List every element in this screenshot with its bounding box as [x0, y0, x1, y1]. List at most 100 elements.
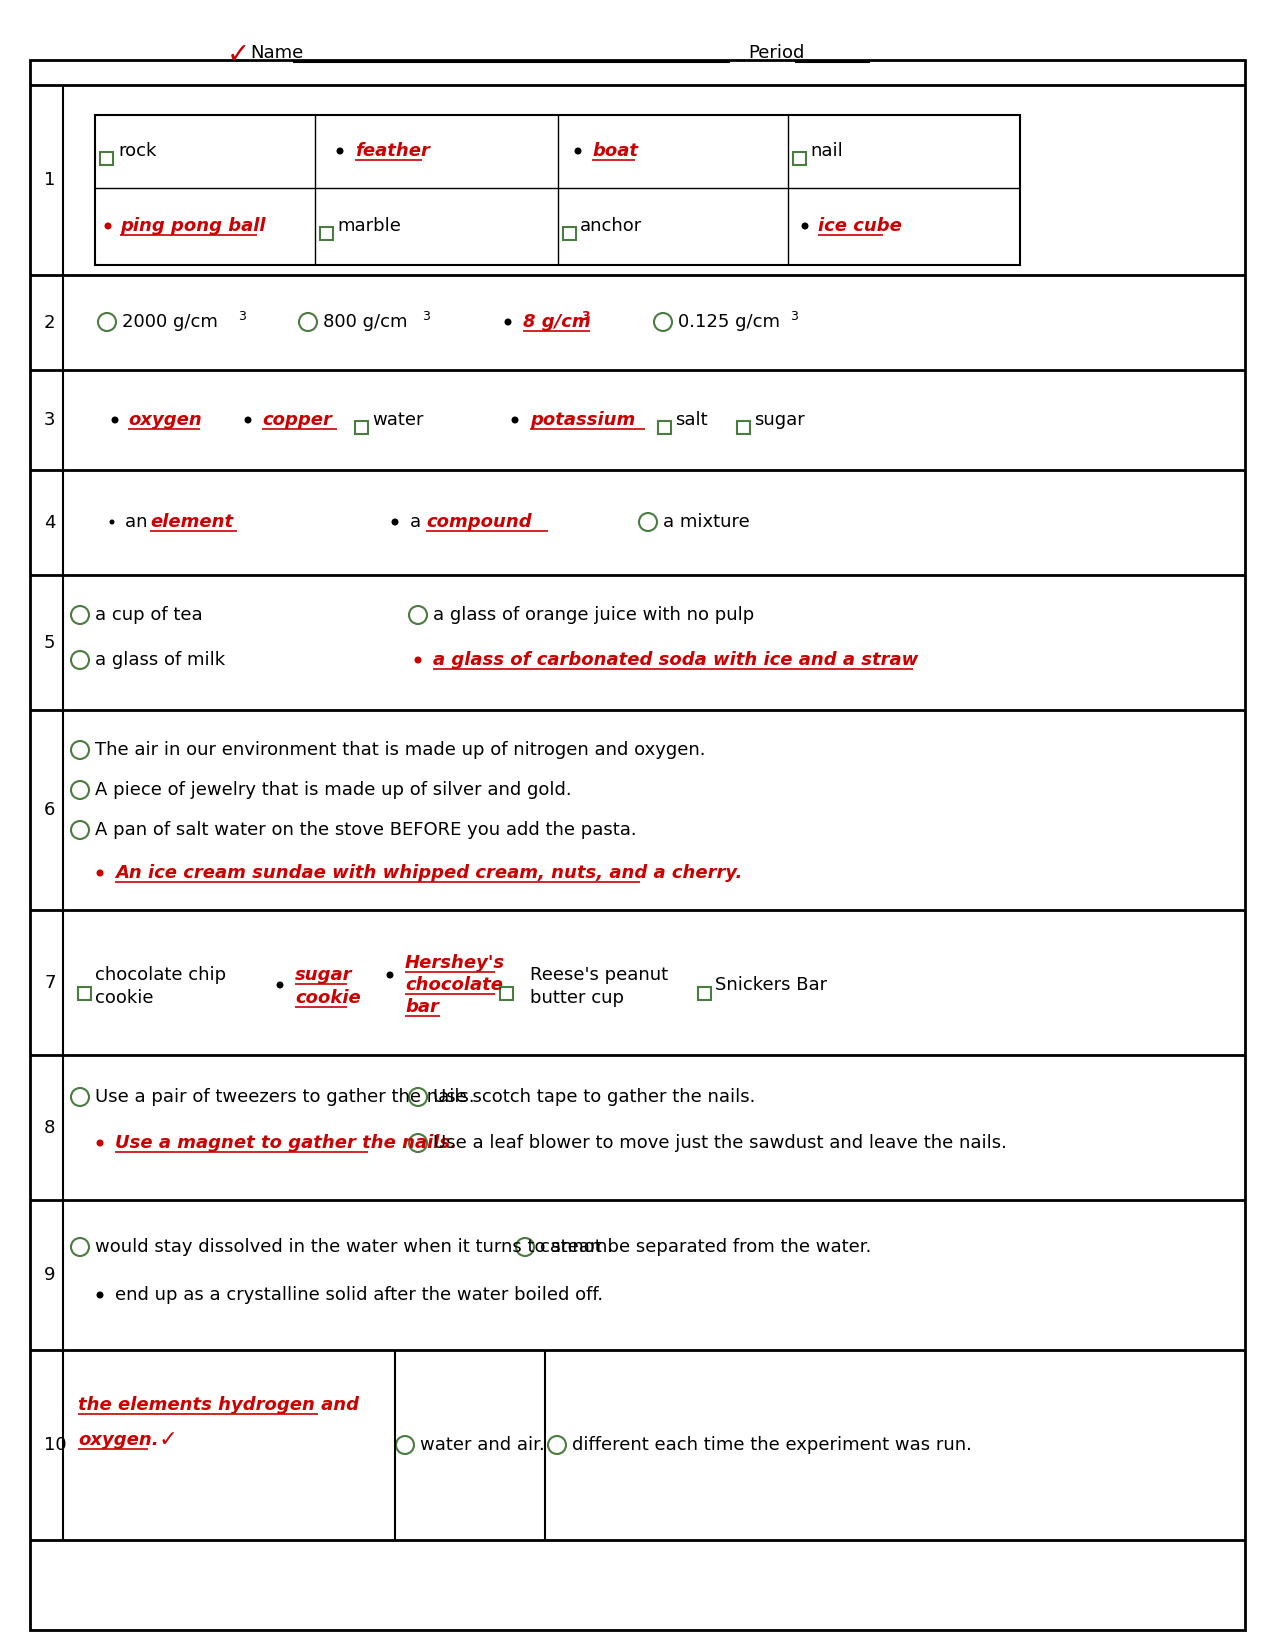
Text: butter cup: butter cup	[530, 989, 623, 1007]
Circle shape	[397, 1436, 414, 1455]
Text: cookie: cookie	[295, 989, 361, 1007]
Text: Period: Period	[748, 45, 805, 63]
Circle shape	[277, 981, 283, 989]
Circle shape	[386, 971, 394, 979]
Text: compound: compound	[426, 513, 532, 532]
Circle shape	[71, 606, 89, 624]
Text: A piece of jewelry that is made up of silver and gold.: A piece of jewelry that is made up of si…	[96, 781, 571, 799]
Text: 0.125 g/cm: 0.125 g/cm	[678, 314, 780, 330]
Bar	[320, 226, 333, 239]
Circle shape	[639, 513, 657, 532]
Text: 3: 3	[422, 309, 430, 322]
Text: 2000 g/cm: 2000 g/cm	[122, 314, 218, 330]
Circle shape	[71, 1238, 89, 1256]
Text: 4: 4	[45, 513, 56, 532]
Bar	[354, 421, 368, 434]
Text: 7: 7	[45, 974, 56, 992]
Text: 8: 8	[45, 1118, 55, 1136]
Text: element: element	[150, 513, 233, 532]
Circle shape	[71, 781, 89, 799]
Text: chocolate chip: chocolate chip	[96, 966, 226, 984]
Bar	[99, 152, 113, 165]
Text: anchor: anchor	[580, 216, 643, 234]
Text: a glass of carbonated soda with ice and a straw: a glass of carbonated soda with ice and …	[434, 650, 918, 669]
Text: feather: feather	[354, 142, 430, 160]
Text: a glass of orange juice with no pulp: a glass of orange juice with no pulp	[434, 606, 755, 624]
Text: cookie: cookie	[96, 989, 153, 1007]
Circle shape	[409, 606, 427, 624]
Circle shape	[516, 1238, 534, 1256]
Text: different each time the experiment was run.: different each time the experiment was r…	[572, 1436, 972, 1455]
Circle shape	[71, 650, 89, 669]
Text: Use a leaf blower to move just the sawdust and leave the nails.: Use a leaf blower to move just the sawdu…	[434, 1134, 1007, 1152]
Circle shape	[71, 821, 89, 839]
Text: 8 g/cm: 8 g/cm	[523, 314, 590, 330]
Circle shape	[409, 1134, 427, 1152]
Bar	[737, 421, 750, 434]
Circle shape	[548, 1436, 566, 1455]
Text: 3: 3	[45, 411, 56, 429]
Text: cannot be separated from the water.: cannot be separated from the water.	[541, 1238, 871, 1256]
Text: sugar: sugar	[295, 966, 352, 984]
Bar	[658, 421, 671, 434]
Circle shape	[391, 518, 399, 525]
Text: a cup of tea: a cup of tea	[96, 606, 203, 624]
Circle shape	[505, 319, 511, 325]
Bar	[697, 987, 711, 999]
Text: potassium: potassium	[530, 411, 635, 429]
Circle shape	[654, 314, 672, 330]
Text: Use a pair of tweezers to gather the nails.: Use a pair of tweezers to gather the nai…	[96, 1088, 474, 1106]
Circle shape	[575, 147, 581, 155]
Text: A pan of salt water on the stove BEFORE you add the pasta.: A pan of salt water on the stove BEFORE …	[96, 821, 636, 839]
Text: 3: 3	[238, 309, 246, 322]
Text: An ice cream sundae with whipped cream, nuts, and a cherry.: An ice cream sundae with whipped cream, …	[115, 863, 742, 882]
Text: 6: 6	[45, 801, 55, 819]
Text: salt: salt	[674, 411, 708, 429]
Text: 3: 3	[790, 309, 798, 322]
Text: water: water	[372, 411, 423, 429]
Text: the elements hydrogen and: the elements hydrogen and	[78, 1397, 360, 1413]
Circle shape	[409, 1088, 427, 1106]
Text: Hershey's: Hershey's	[405, 954, 505, 972]
Circle shape	[71, 1088, 89, 1106]
Text: a mixture: a mixture	[663, 513, 750, 532]
Text: nail: nail	[810, 142, 843, 160]
Text: a: a	[411, 513, 427, 532]
Text: 2: 2	[45, 314, 56, 332]
Text: oxygen.: oxygen.	[78, 1431, 158, 1450]
Text: 3: 3	[581, 309, 589, 322]
Text: an: an	[125, 513, 153, 532]
Bar	[96, 116, 1020, 266]
Text: Use scotch tape to gather the nails.: Use scotch tape to gather the nails.	[434, 1088, 755, 1106]
Text: 1: 1	[45, 172, 55, 188]
Text: ice cube: ice cube	[819, 216, 901, 234]
Text: copper: copper	[261, 411, 332, 429]
Text: Reese's peanut: Reese's peanut	[530, 966, 668, 984]
Text: a glass of milk: a glass of milk	[96, 650, 226, 669]
Text: Use a magnet to gather the nails.: Use a magnet to gather the nails.	[115, 1134, 456, 1152]
Circle shape	[110, 520, 115, 525]
Circle shape	[802, 223, 808, 229]
Text: water and air.: water and air.	[419, 1436, 544, 1455]
Circle shape	[71, 741, 89, 759]
Text: oxygen: oxygen	[128, 411, 201, 429]
Text: ping pong ball: ping pong ball	[120, 216, 265, 234]
Text: marble: marble	[337, 216, 400, 234]
Text: chocolate: chocolate	[405, 976, 504, 994]
Text: boat: boat	[592, 142, 638, 160]
Text: ✓: ✓	[227, 41, 250, 69]
Bar	[564, 226, 576, 239]
Text: ✓: ✓	[152, 1430, 177, 1450]
Circle shape	[414, 657, 422, 664]
Text: rock: rock	[119, 142, 157, 160]
Circle shape	[337, 147, 343, 155]
Text: end up as a crystalline solid after the water boiled off.: end up as a crystalline solid after the …	[115, 1286, 603, 1304]
Text: 800 g/cm: 800 g/cm	[323, 314, 408, 330]
Text: Name: Name	[250, 45, 303, 63]
Circle shape	[98, 314, 116, 330]
Text: 9: 9	[45, 1266, 56, 1284]
Circle shape	[97, 1139, 103, 1146]
Bar	[78, 987, 91, 999]
Circle shape	[111, 416, 119, 424]
Circle shape	[97, 1291, 103, 1298]
